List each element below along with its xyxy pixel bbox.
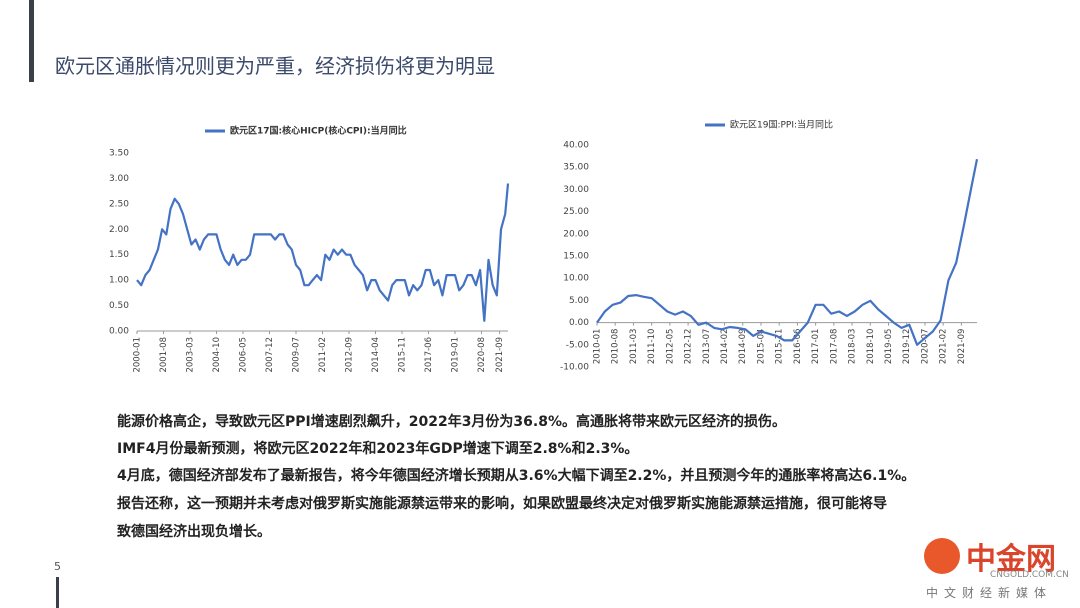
y-tick-label: 25.00 — [563, 207, 589, 217]
x-tick-label: 2010-01 — [593, 329, 603, 365]
y-tick-label: 3.00 — [109, 174, 129, 184]
x-tick-label: 2007-12 — [265, 337, 275, 373]
y-tick-label: 2.00 — [109, 225, 129, 235]
page-number: 5 — [54, 560, 61, 573]
x-tick-label: 2020-08 — [477, 337, 487, 373]
line — [596, 158, 979, 346]
accent-bar — [29, 0, 34, 82]
y-tick-label: 0.00 — [109, 327, 129, 337]
watermark-slogan: 中文财经新媒体 — [926, 586, 1053, 600]
y-tick-label: 40.00 — [563, 141, 589, 151]
x-tick-label: 2017-06 — [424, 337, 434, 373]
y-tick-label: 30.00 — [563, 185, 589, 195]
x-tick-label: 2018-10 — [866, 329, 876, 365]
y-tick-label: -5.00 — [566, 340, 590, 350]
x-tick-label: 2000-01 — [133, 337, 143, 373]
x-tick-label: 2010-08 — [611, 329, 621, 365]
legend-label: 欧元区19国:PPI:当月同比 — [730, 119, 833, 131]
x-tick-label: 2016-06 — [793, 329, 803, 365]
x-tick-label: 2003-03 — [186, 337, 196, 373]
legend-label: 欧元区17国:核心HICP(核心CPI):当月同比 — [230, 125, 407, 137]
x-tick-label: 2019-01 — [451, 337, 461, 373]
y-tick-label: 0.50 — [109, 301, 129, 311]
x-tick-label: 2017-08 — [829, 329, 839, 365]
y-tick-label: 1.50 — [109, 250, 129, 260]
x-tick-label: 2019-12 — [902, 329, 912, 365]
y-tick-label: -10.00 — [560, 363, 589, 373]
x-tick-label: 2012-09 — [345, 337, 355, 373]
x-tick-label: 2020-07 — [920, 329, 930, 365]
charts: 0.00 0.50 1.00 1.50 2.00 2.50 3.00 3.50 2000-01 2… — [109, 119, 979, 373]
x-tick-label: 2015-11 — [775, 329, 785, 365]
x-tick-label: 2018-03 — [848, 329, 858, 365]
x-tick-label: 2009-07 — [292, 337, 302, 373]
x-tick-label: 2006-05 — [239, 337, 249, 373]
x-tick-label: 2011-03 — [629, 329, 639, 365]
x-tick-label: 2014-09 — [738, 329, 748, 365]
footer-bar — [56, 577, 59, 608]
y-tick-label: 20.00 — [563, 229, 589, 239]
x-tick-label: 2015-11 — [398, 337, 408, 373]
paragraph: IMF4月份最新预测，将欧元区2022年和2023年GDP增速下调至2.8%和2… — [117, 441, 639, 457]
watermark-url: CNGOLD.COM.CN — [990, 570, 1069, 580]
watermark-name: 中金网 — [966, 542, 1056, 577]
y-tick-label: 0.00 — [569, 318, 589, 328]
y-tick-label: 15.00 — [563, 252, 589, 262]
y-tick-label: 5.00 — [569, 296, 589, 306]
x-tick-label: 2014-04 — [371, 337, 381, 373]
paragraph: 4月底，德国经济部发布了最新报告，将今年德国经济增长预期从3.6%大幅下调至2.… — [117, 468, 916, 484]
watermark-logo — [924, 538, 960, 574]
x-tick-label: 2012-05 — [665, 329, 675, 365]
paragraph: 能源价格高企，导致欧元区PPI增速剧烈飙升，2022年3月份为36.8%。高通胀… — [117, 414, 787, 430]
slide-title: 欧元区通胀情况则更为严重，经济损伤将更为明显 — [55, 54, 495, 78]
paragraph: 致德国经济出现负增长。 — [117, 524, 271, 540]
x-tick-label: 2014-02 — [720, 329, 730, 365]
x-tick-label: 2021-09 — [495, 337, 505, 373]
x-tick-label: 2001-08 — [159, 337, 169, 373]
y-tick-label: 35.00 — [563, 163, 589, 173]
y-tick-label: 2.50 — [109, 199, 129, 209]
x-tick-label: 2015-04 — [756, 329, 766, 365]
line — [136, 183, 510, 322]
y-tick-label: 3.50 — [109, 149, 129, 159]
y-tick-label: 10.00 — [563, 274, 589, 284]
x-tick-label: 2021-02 — [939, 329, 949, 365]
x-tick-label: 2019-05 — [884, 329, 894, 365]
x-tick-label: 2013-07 — [702, 329, 712, 365]
x-tick-label: 2011-02 — [318, 337, 328, 373]
x-tick-label: 2004-10 — [212, 337, 222, 373]
x-tick-label: 2012-12 — [684, 329, 694, 365]
x-tick-label: 2011-10 — [647, 329, 657, 365]
y-tick-label: 1.00 — [109, 276, 129, 286]
x-tick-label: 2017-01 — [811, 329, 821, 365]
paragraph: 报告还称，这一预期并未考虑对俄罗斯实施能源禁运带来的影响，如果欧盟最终决定对俄罗… — [117, 496, 887, 512]
x-tick-label: 2021-09 — [957, 329, 967, 365]
